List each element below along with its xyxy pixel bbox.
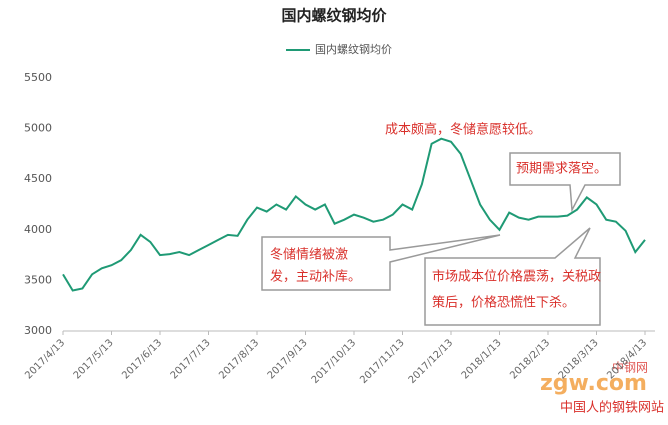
y-tick-label: 3000: [24, 324, 52, 337]
x-tick-label: 2017/7/13: [169, 337, 213, 381]
y-tick-label: 3500: [24, 273, 52, 286]
watermark: 中钢网: [612, 360, 648, 375]
annotation: 冬储情绪被激: [270, 247, 348, 263]
chart-title: 国内螺纹钢均价: [281, 7, 387, 25]
x-tick-label: 2017/8/13: [217, 337, 261, 381]
x-tick-label: 2017/4/13: [23, 337, 67, 381]
callout-box: [424, 227, 601, 326]
x-tick-label: 2017/9/13: [266, 337, 310, 381]
legend-label: 国内螺纹钢均价: [315, 42, 392, 56]
x-tick-label: 2017/11/13: [358, 337, 407, 386]
y-tick-label: 5000: [24, 122, 52, 135]
annotation: 预期需求落空。: [516, 162, 607, 177]
y-tick-label: 5500: [24, 71, 52, 84]
watermark: 中国人的钢铁网站: [560, 400, 664, 416]
callout-box: [261, 234, 501, 291]
x-tick-label: 2017/6/13: [120, 337, 164, 381]
y-tick-label: 4500: [24, 172, 52, 185]
x-tick-label: 2017/5/13: [72, 337, 116, 381]
y-tick-label: 4000: [24, 223, 52, 236]
annotation: 发，主动补库。: [270, 269, 361, 285]
callout-box: [509, 152, 621, 213]
annotation: 成本颇高，冬储意愿较低。: [385, 122, 541, 138]
x-tick-label: 2017/10/13: [310, 337, 359, 386]
data-line: [62, 137, 646, 292]
annotation: 策后，价格恐慌性下杀。: [432, 295, 575, 311]
watermark: zgw.com: [540, 371, 647, 396]
x-tick-label: 2018/1/13: [460, 337, 504, 381]
x-tick-label: 2017/12/13: [407, 337, 456, 386]
annotation: 市场成本位价格震荡，关税政: [432, 269, 601, 285]
